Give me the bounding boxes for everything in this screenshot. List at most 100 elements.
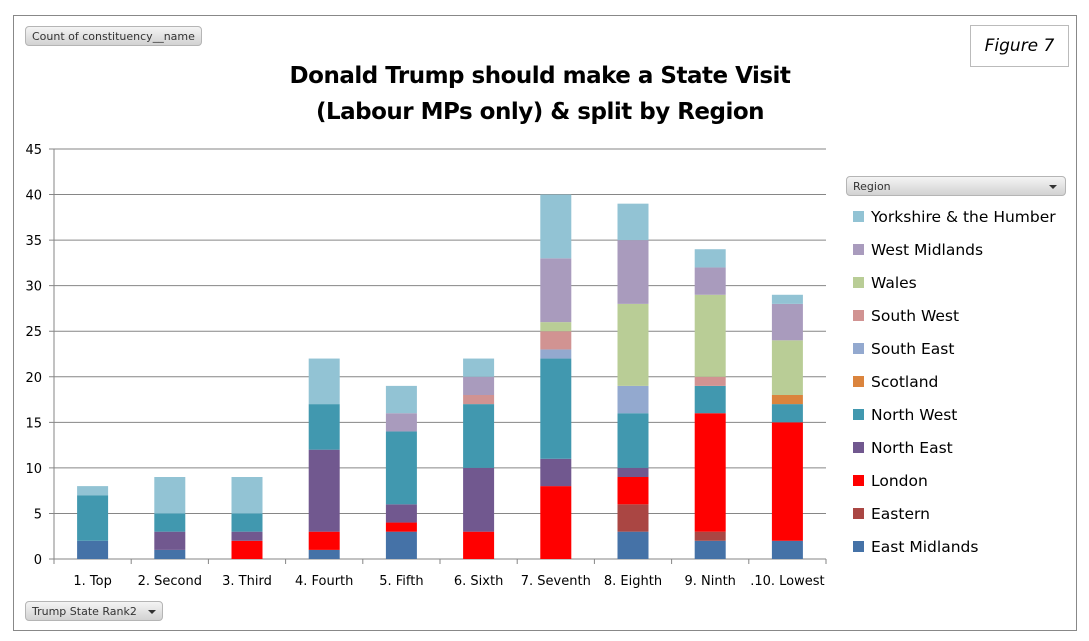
bar-segment-yorkshire-the-humber xyxy=(617,203,649,241)
bar-segment-wales xyxy=(617,303,649,386)
y-tick-label: 5 xyxy=(34,507,42,522)
bar-segment-london xyxy=(231,540,263,559)
bar-segment-south-east xyxy=(540,349,572,359)
chevron-down-icon xyxy=(1049,185,1057,189)
bar-segment-london xyxy=(617,477,649,505)
legend-label: South West xyxy=(871,306,960,325)
legend-swatch xyxy=(853,541,864,552)
legend-item: Eastern xyxy=(850,497,1056,530)
axis-field-label: Trump State Rank2 xyxy=(32,605,137,618)
bar-segment-north-west xyxy=(308,404,340,450)
y-tick-label: 45 xyxy=(25,143,42,158)
bar-segment-east-midlands xyxy=(154,549,186,559)
bar-segment-wales xyxy=(540,322,572,332)
bar-segment-yorkshire-the-humber xyxy=(540,194,572,259)
legend-swatch xyxy=(853,277,864,288)
legend-item: Scotland xyxy=(850,365,1056,398)
legend-label: Scotland xyxy=(871,372,939,391)
region-filter-dropdown[interactable]: Region xyxy=(846,176,1066,196)
legend-label: North East xyxy=(871,438,953,457)
bar-segment-west-midlands xyxy=(540,258,572,323)
bar-segment-north-west xyxy=(617,413,649,468)
value-field-button[interactable]: Count of constituency__name xyxy=(25,26,202,46)
chart-title: Donald Trump should make a State Visit (… xyxy=(240,58,840,130)
y-tick-label: 0 xyxy=(34,553,42,568)
y-tick-label: 40 xyxy=(25,189,42,204)
bar-segment-yorkshire-the-humber xyxy=(694,249,726,268)
legend-swatch xyxy=(853,310,864,321)
bar-segment-yorkshire-the-humber xyxy=(308,358,340,405)
legend-label: North West xyxy=(871,405,958,424)
bar-segment-north-west xyxy=(385,431,417,505)
bar-segment-west-midlands xyxy=(694,267,726,295)
legend-label: South East xyxy=(871,339,955,358)
x-tick-label: 7. Seventh xyxy=(521,574,591,589)
y-tick-label: 35 xyxy=(25,234,42,249)
bar-segment-east-midlands xyxy=(385,531,417,559)
bar-segment-london xyxy=(308,531,340,550)
legend-item: London xyxy=(850,464,1056,497)
bar-segment-yorkshire-the-humber xyxy=(771,294,803,304)
axis-field-dropdown[interactable]: Trump State Rank2 xyxy=(25,601,164,621)
legend-swatch xyxy=(853,409,864,420)
y-tick-label: 25 xyxy=(25,325,42,340)
bar-segment-east-midlands xyxy=(77,540,109,559)
bar-segment-yorkshire-the-humber xyxy=(77,486,109,496)
bar-segment-london xyxy=(694,413,726,532)
chart-title-line-2: (Labour MPs only) & split by Region xyxy=(315,99,765,125)
x-tick-label: 1. Top xyxy=(73,574,111,589)
bar-segment-north-east xyxy=(617,467,649,477)
bar-segment-london xyxy=(771,422,803,541)
bar-segment-west-midlands xyxy=(385,413,417,432)
chevron-down-icon xyxy=(148,610,157,614)
bar-segment-wales xyxy=(694,294,726,377)
bar-segment-london xyxy=(463,531,495,559)
y-tick-label: 15 xyxy=(25,416,42,431)
legend-swatch xyxy=(853,508,864,519)
legend-item: North West xyxy=(850,398,1056,431)
bar-segment-west-midlands xyxy=(617,240,649,304)
bar-segment-north-west xyxy=(77,495,109,541)
bar-segment-north-west xyxy=(694,385,726,414)
x-tick-label: 9. Ninth xyxy=(684,574,735,589)
bar-segment-eastern xyxy=(617,504,649,532)
legend-item: East Midlands xyxy=(850,530,1056,563)
legend-label: East Midlands xyxy=(871,537,979,556)
x-tick-label: .10. Lowest xyxy=(750,574,824,589)
figure-label: Figure 7 xyxy=(970,25,1069,67)
legend-label: West Midlands xyxy=(871,240,984,259)
bar-segment-east-midlands xyxy=(694,540,726,559)
bar-segment-london xyxy=(385,522,417,532)
legend-swatch xyxy=(853,475,864,486)
legend-swatch xyxy=(853,343,864,354)
bar-segment-scotland xyxy=(771,395,803,405)
bar-segment-north-west xyxy=(154,513,186,532)
legend-swatch xyxy=(853,211,864,222)
y-tick-label: 10 xyxy=(25,462,42,477)
legend-swatch xyxy=(853,244,864,255)
y-tick-label: 30 xyxy=(25,280,42,295)
bar-segment-wales xyxy=(771,340,803,395)
bar-segment-north-east xyxy=(463,467,495,532)
bar-segment-west-midlands xyxy=(463,376,495,395)
bar-segment-yorkshire-the-humber xyxy=(231,477,263,514)
legend-label: Yorkshire & the Humber xyxy=(871,207,1056,226)
bar-segment-north-west xyxy=(231,513,263,532)
legend-swatch xyxy=(853,376,864,387)
legend-label: London xyxy=(871,471,928,490)
chart-title-line-1: Donald Trump should make a State Visit xyxy=(289,63,791,89)
bar-segment-south-west xyxy=(694,376,726,386)
x-tick-label: 4. Fourth xyxy=(295,574,353,589)
bar-segment-north-east xyxy=(540,458,572,487)
bar-segment-east-midlands xyxy=(308,549,340,559)
legend-item: South East xyxy=(850,332,1056,365)
bar-segment-north-west xyxy=(771,404,803,423)
legend-item: West Midlands xyxy=(850,233,1056,266)
x-tick-label: 5. Fifth xyxy=(379,574,423,589)
x-tick-label: 3. Third xyxy=(222,574,272,589)
bar-segment-yorkshire-the-humber xyxy=(463,358,495,377)
bar-segment-north-west xyxy=(463,404,495,468)
bar-segment-north-west xyxy=(540,358,572,459)
bar-segment-east-midlands xyxy=(617,531,649,559)
legend-item: North East xyxy=(850,431,1056,464)
